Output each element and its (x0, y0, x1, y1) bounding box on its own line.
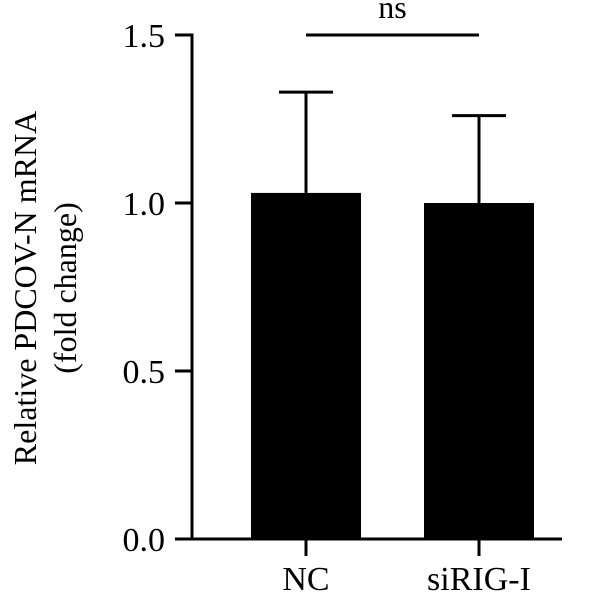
y-tick-label: 0.0 (123, 522, 166, 559)
y-tick-label: 0.5 (123, 354, 166, 391)
y-axis-title: Relative PDCOV-N mRNA (fold change) (7, 111, 83, 465)
error-bars-group (279, 90, 506, 203)
x-category-label: NC (282, 561, 329, 596)
bar-nc (251, 192, 361, 540)
y-axis-title-line: Relative PDCOV-N mRNA (7, 111, 43, 465)
x-category-label: siRIG-I (427, 561, 531, 596)
bars-group (251, 192, 534, 540)
x-axis: NC siRIG-I (190, 537, 562, 598)
y-axis-title-line: (fold change) (47, 202, 83, 373)
significance-label: ns (378, 0, 406, 25)
y-axis: 0.0 0.5 1.0 1.5 (123, 18, 194, 559)
bar-sirig-i (424, 203, 534, 539)
significance-annotation: ns (306, 0, 479, 37)
y-tick-label: 1.0 (123, 186, 166, 223)
y-tick-label: 1.5 (123, 18, 166, 55)
